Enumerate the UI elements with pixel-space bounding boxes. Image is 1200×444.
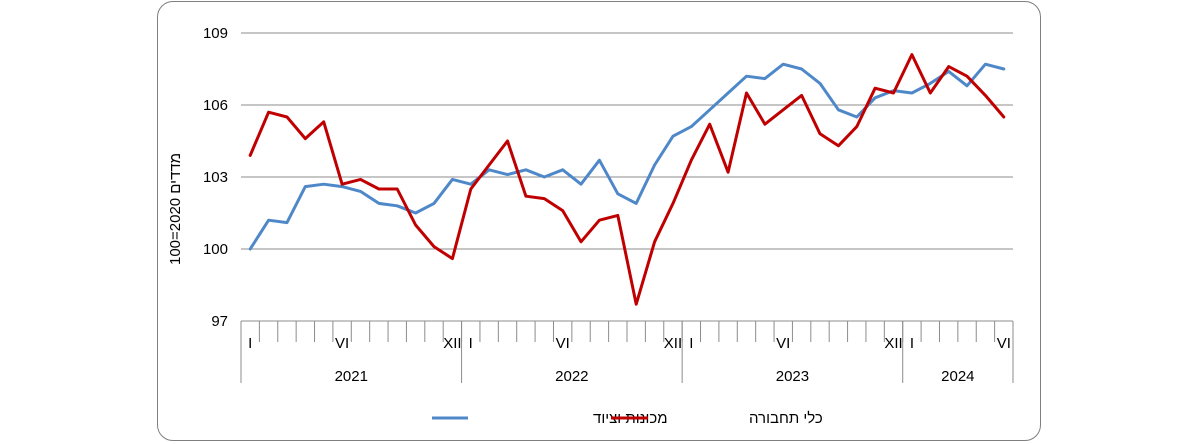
month-label: VI bbox=[776, 335, 790, 352]
gridlines bbox=[241, 32, 1013, 322]
legend-label-2: כלי תחבורה bbox=[749, 410, 823, 427]
y-tick-label: 100 bbox=[203, 241, 228, 258]
series-line-1 bbox=[248, 62, 1006, 251]
y-tick-label: 97 bbox=[211, 313, 228, 330]
legend: מכונות וציוד כלי תחבורה bbox=[432, 410, 823, 427]
series-lines bbox=[248, 53, 1006, 306]
series-line-2 bbox=[248, 53, 1006, 306]
month-label: VI bbox=[997, 335, 1011, 352]
y-tick-label: 109 bbox=[203, 25, 228, 42]
month-label: I bbox=[469, 335, 473, 352]
month-label: VI bbox=[556, 335, 570, 352]
month-label: XII bbox=[664, 335, 682, 352]
year-label: 2024 bbox=[941, 368, 974, 385]
month-label: XII bbox=[443, 335, 461, 352]
month-label: I bbox=[910, 335, 914, 352]
y-tick-label: 106 bbox=[203, 97, 228, 114]
y-axis-ticks: 97 100 103 106 109 bbox=[203, 25, 228, 330]
year-label: 2022 bbox=[555, 368, 588, 385]
y-tick-label: 103 bbox=[203, 169, 228, 186]
month-label: I bbox=[689, 335, 693, 352]
x-axis: 2021 2022 2023 2024 I VI XII I VI XII I VI XII I VI bbox=[240, 321, 1014, 385]
year-label: 2023 bbox=[776, 368, 809, 385]
year-label: 2021 bbox=[335, 368, 368, 385]
month-label: XII bbox=[884, 335, 902, 352]
month-label: VI bbox=[335, 335, 349, 352]
y-axis-label: מדדים 2020=100 bbox=[167, 153, 184, 265]
month-label: I bbox=[248, 335, 252, 352]
